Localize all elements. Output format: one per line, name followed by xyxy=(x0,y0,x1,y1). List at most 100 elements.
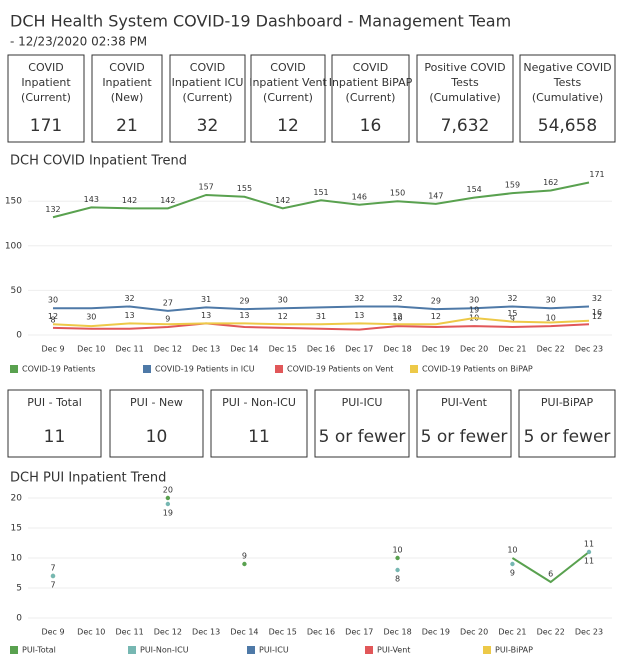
data-label: 142 xyxy=(122,196,137,205)
kpi-card xyxy=(7,389,102,458)
data-label: 32 xyxy=(124,294,134,303)
point xyxy=(395,567,400,573)
data-label: 8 xyxy=(50,315,55,324)
kpi-card xyxy=(416,389,512,458)
legend-label: COVID-19 Patients xyxy=(22,365,95,374)
legend-swatch xyxy=(410,365,418,373)
legend-swatch xyxy=(247,646,255,654)
legend-label: PUI-Non-ICU xyxy=(140,646,189,655)
kpi-label: COVID xyxy=(109,61,144,74)
x-tick-label: Dec 13 xyxy=(192,345,220,354)
data-label: 142 xyxy=(160,196,175,205)
x-tick-label: Dec 10 xyxy=(77,628,105,637)
legend-swatch xyxy=(10,646,18,654)
kpi-card xyxy=(169,54,246,143)
y-tick-label: 0 xyxy=(16,614,22,624)
kpi-value: 10 xyxy=(146,427,168,447)
kpi-label: COVID xyxy=(28,61,63,74)
data-label: 11 xyxy=(584,557,594,566)
legend-label: COVID-19 Patients on BiPAP xyxy=(422,365,533,374)
kpi-card xyxy=(210,389,308,458)
data-label: 13 xyxy=(354,311,364,320)
kpi-label: (Current) xyxy=(263,91,313,104)
x-tick-label: Dec 21 xyxy=(498,345,526,354)
series-line xyxy=(52,317,590,328)
kpi-card xyxy=(91,54,163,143)
data-label: 159 xyxy=(505,181,520,190)
point xyxy=(50,573,56,579)
data-label: 20 xyxy=(163,486,173,495)
data-label: 10 xyxy=(507,546,517,555)
x-tick-label: Dec 23 xyxy=(575,345,603,354)
x-tick-label: Dec 17 xyxy=(345,345,373,354)
kpi-card xyxy=(331,54,410,143)
kpi-value: 12 xyxy=(277,116,299,136)
dashboard-subtitle: - 12/23/2020 02:38 PM xyxy=(10,35,147,49)
kpi-label: Inpatient BiPAP xyxy=(329,76,413,89)
x-tick-label: Dec 12 xyxy=(154,628,182,637)
kpi-card xyxy=(7,54,85,143)
x-tick-label: Dec 20 xyxy=(460,628,488,637)
x-tick-label: Dec 18 xyxy=(383,345,411,354)
x-tick-label: Dec 13 xyxy=(192,628,220,637)
x-tick-label: Dec 23 xyxy=(575,628,603,637)
legend-swatch xyxy=(128,646,136,654)
kpi-label: (Current) xyxy=(346,91,396,104)
data-label: 6 xyxy=(548,570,553,579)
point xyxy=(242,561,247,567)
data-label: 30 xyxy=(278,296,288,305)
kpi-label: Inpatient Vent xyxy=(249,76,327,89)
kpi-card xyxy=(519,54,616,143)
kpi-label: Inpatient xyxy=(102,76,152,89)
legend-label: COVID-19 Patients on Vent xyxy=(287,365,393,374)
data-label: 162 xyxy=(543,178,558,187)
data-label: 157 xyxy=(199,182,214,191)
data-label: 154 xyxy=(467,185,482,194)
data-label: 8 xyxy=(395,575,400,584)
kpi-label: COVID xyxy=(270,61,305,74)
x-tick-label: Dec 19 xyxy=(422,345,450,354)
x-tick-label: Dec 14 xyxy=(230,345,258,354)
legend-swatch xyxy=(365,646,373,654)
x-tick-label: Dec 17 xyxy=(345,628,373,637)
point xyxy=(586,549,592,555)
data-label: 12 xyxy=(48,312,58,321)
data-label: 132 xyxy=(45,205,60,214)
data-label: 12 xyxy=(392,312,402,321)
data-label: 15 xyxy=(507,309,517,318)
x-tick-label: Dec 11 xyxy=(115,345,143,354)
data-label: 150 xyxy=(390,189,405,198)
point xyxy=(165,495,171,501)
kpi-card xyxy=(109,389,204,458)
y-tick-label: 50 xyxy=(11,286,23,296)
data-label: 30 xyxy=(86,313,96,322)
data-label: 30 xyxy=(48,296,58,305)
y-tick-label: 100 xyxy=(5,241,22,251)
x-tick-label: Dec 16 xyxy=(307,628,335,637)
kpi-label: Inpatient xyxy=(21,76,71,89)
x-tick-label: Dec 11 xyxy=(115,628,143,637)
legend-label: COVID-19 Patients in ICU xyxy=(155,365,255,374)
x-tick-label: Dec 22 xyxy=(537,628,565,637)
kpi-card xyxy=(416,54,514,143)
legend-label: PUI-ICU xyxy=(259,646,289,655)
x-tick-label: Dec 15 xyxy=(269,345,297,354)
y-tick-label: 0 xyxy=(16,331,22,341)
kpi-label: Negative COVID xyxy=(523,61,611,74)
data-label: 7 xyxy=(50,564,55,573)
kpi-value: 21 xyxy=(116,116,138,136)
data-label: 19 xyxy=(469,306,479,315)
data-label: 151 xyxy=(313,188,328,197)
data-label: 12 xyxy=(278,312,288,321)
kpi-card xyxy=(518,389,616,458)
data-label: 13 xyxy=(124,311,134,320)
kpi-value: 5 or fewer xyxy=(319,427,406,447)
kpi-label: Tests xyxy=(553,76,582,89)
kpi-value: 171 xyxy=(30,116,62,136)
kpi-label: Tests xyxy=(450,76,479,89)
point xyxy=(510,561,515,567)
kpi-label: PUI-Vent xyxy=(441,396,488,409)
data-label: 9 xyxy=(242,552,247,561)
data-label: 9 xyxy=(165,314,170,323)
